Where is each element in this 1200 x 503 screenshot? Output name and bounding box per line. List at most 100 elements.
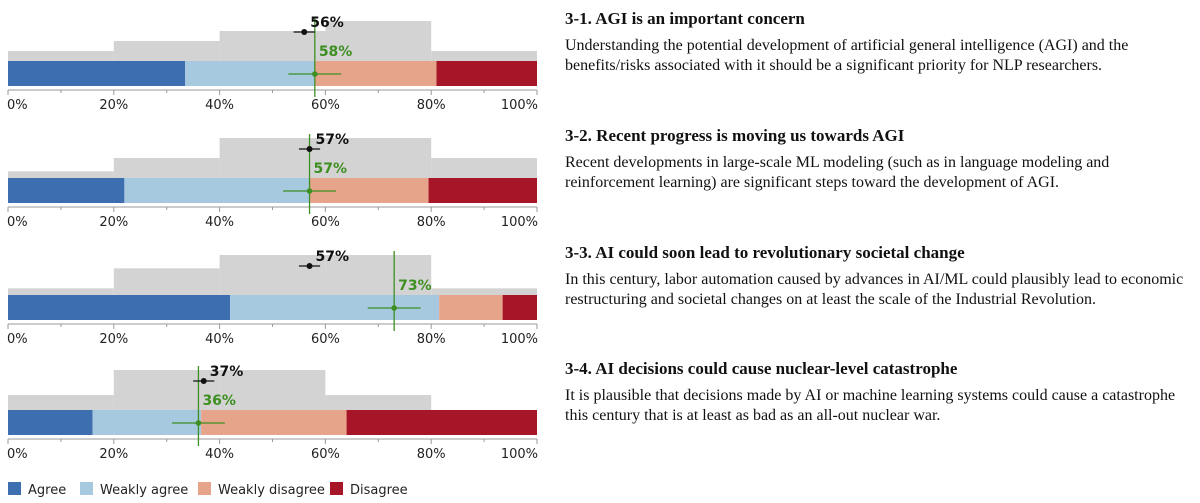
histogram-bar bbox=[219, 31, 326, 61]
histogram-bar bbox=[8, 395, 114, 410]
statement-title: 3-4. AI decisions could cause nuclear-le… bbox=[565, 359, 958, 378]
legend-item: Weakly agree bbox=[80, 482, 188, 498]
x-tick-label: 20% bbox=[99, 447, 128, 462]
chart-3: 0% 20% 40% 60% 80% 100% 73% 57% bbox=[7, 249, 538, 347]
predicted-value-label: 57% bbox=[314, 161, 348, 177]
chart-1: 0% 20% 40% 60% 80% 100% 58% 56% bbox=[7, 15, 538, 113]
legend-swatch bbox=[8, 482, 21, 495]
histogram-bar bbox=[325, 255, 432, 295]
actual-mean-point bbox=[306, 146, 313, 152]
x-tick-label: 40% bbox=[205, 447, 234, 462]
statement-text: It is plausible that decisions made by A… bbox=[565, 387, 1176, 424]
x-tick-label: 60% bbox=[311, 215, 340, 230]
x-tick-label: 20% bbox=[99, 98, 128, 113]
actual-value-label: 37% bbox=[210, 364, 244, 380]
x-tick-label: 40% bbox=[205, 215, 234, 230]
histogram-bar bbox=[325, 395, 432, 410]
histogram-bar bbox=[431, 288, 537, 295]
legend-label: Agree bbox=[28, 483, 66, 498]
histogram-bar bbox=[8, 288, 114, 295]
x-tick-label: 0% bbox=[7, 332, 28, 347]
x-tick-label: 80% bbox=[417, 98, 446, 113]
predicted-value-label: 36% bbox=[202, 393, 236, 409]
x-tick-label: 0% bbox=[7, 447, 28, 462]
x-tick-label: 20% bbox=[99, 215, 128, 230]
actual-mean-point bbox=[301, 29, 308, 35]
histogram-bar bbox=[219, 138, 326, 178]
histogram-bar bbox=[8, 51, 114, 61]
x-tick-label: 60% bbox=[311, 447, 340, 462]
disagree-segment bbox=[346, 410, 537, 435]
x-tick-label: 80% bbox=[417, 332, 446, 347]
x-tick-label: 40% bbox=[205, 332, 234, 347]
predicted-mean-point bbox=[195, 420, 202, 426]
disagree-segment bbox=[502, 295, 537, 320]
statement-1: 3-1. AGI is an important concern Underst… bbox=[565, 9, 1195, 76]
agree-segment bbox=[8, 410, 93, 435]
chart-2: 0% 20% 40% 60% 80% 100% 57% 57% bbox=[7, 132, 538, 230]
statement-3: 3-3. AI could soon lead to revolutionary… bbox=[565, 243, 1195, 310]
legend-label: Weakly agree bbox=[100, 483, 188, 498]
actual-value-label: 57% bbox=[316, 132, 350, 148]
x-tick-label: 100% bbox=[501, 98, 538, 113]
actual-mean-point bbox=[306, 263, 313, 269]
legend-swatch bbox=[330, 482, 343, 495]
statement-title: 3-2. Recent progress is moving us toward… bbox=[565, 126, 905, 145]
histogram-bar bbox=[113, 158, 220, 178]
histogram-bar bbox=[113, 41, 220, 61]
histogram-bar bbox=[219, 370, 326, 410]
predicted-value-label: 58% bbox=[319, 44, 353, 60]
weakly-disagree-segment bbox=[439, 295, 503, 320]
legend-label: Disagree bbox=[350, 483, 408, 498]
x-tick-label: 100% bbox=[501, 215, 538, 230]
legend-item: Weakly disagree bbox=[198, 482, 325, 498]
weakly-agree-segment bbox=[124, 178, 310, 203]
legend-item: Disagree bbox=[330, 482, 408, 498]
actual-mean-point bbox=[200, 378, 207, 384]
agree-segment bbox=[8, 295, 231, 320]
predicted-mean-point bbox=[391, 305, 397, 311]
legend: Agree Weakly agree Weakly disagree Disagree bbox=[8, 482, 408, 498]
x-tick-label: 80% bbox=[417, 447, 446, 462]
x-tick-label: 60% bbox=[311, 98, 340, 113]
chart-4: 0% 20% 40% 60% 80% 100% 36% 37% bbox=[7, 364, 538, 462]
histogram-bar bbox=[431, 51, 537, 61]
weakly-disagree-segment bbox=[201, 410, 347, 435]
actual-value-label: 56% bbox=[310, 15, 344, 31]
x-tick-label: 20% bbox=[99, 332, 128, 347]
predicted-mean-point bbox=[306, 188, 313, 194]
x-tick-label: 0% bbox=[7, 98, 28, 113]
x-tick-label: 40% bbox=[205, 98, 234, 113]
histogram-bar bbox=[219, 255, 326, 295]
disagree-segment bbox=[436, 61, 537, 86]
histogram-bar bbox=[8, 171, 114, 178]
x-tick-label: 60% bbox=[311, 332, 340, 347]
statement-title: 3-3. AI could soon lead to revolutionary… bbox=[565, 243, 965, 262]
legend-swatch bbox=[198, 482, 211, 495]
statement-4: 3-4. AI decisions could cause nuclear-le… bbox=[565, 359, 1195, 426]
histogram-bar bbox=[113, 370, 220, 410]
agree-segment bbox=[8, 61, 186, 86]
statement-text: Understanding the potential development … bbox=[565, 37, 1129, 74]
statement-title: 3-1. AGI is an important concern bbox=[565, 9, 805, 28]
histogram-bar bbox=[431, 158, 537, 178]
statement-text: In this century, labor automation caused… bbox=[565, 271, 1184, 308]
statement-text: Recent developments in large-scale ML mo… bbox=[565, 154, 1110, 191]
histogram-bar bbox=[325, 138, 432, 178]
predicted-value-label: 73% bbox=[398, 278, 432, 294]
statement-2: 3-2. Recent progress is moving us toward… bbox=[565, 126, 1195, 193]
x-tick-label: 100% bbox=[501, 332, 538, 347]
predicted-mean-point bbox=[312, 71, 318, 77]
legend-item: Agree bbox=[8, 482, 66, 498]
x-tick-label: 80% bbox=[417, 215, 446, 230]
legend-swatch bbox=[80, 482, 93, 495]
legend-label: Weakly disagree bbox=[218, 483, 325, 498]
histogram-bar bbox=[325, 21, 432, 61]
x-tick-label: 0% bbox=[7, 215, 28, 230]
x-tick-label: 100% bbox=[501, 447, 538, 462]
agree-segment bbox=[8, 178, 125, 203]
disagree-segment bbox=[428, 178, 537, 203]
charts-area: 0% 20% 40% 60% 80% 100% 58% 56% 0% 20% 40% 60% 80% 10… bbox=[7, 15, 538, 498]
actual-value-label: 57% bbox=[316, 249, 350, 265]
histogram-bar bbox=[113, 268, 220, 295]
